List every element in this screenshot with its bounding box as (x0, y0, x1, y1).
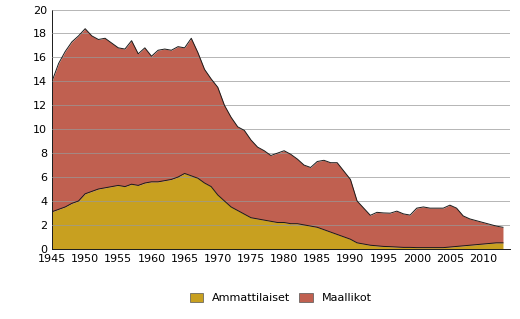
Legend: Ammattilaiset, Maallikot: Ammattilaiset, Maallikot (190, 293, 372, 303)
